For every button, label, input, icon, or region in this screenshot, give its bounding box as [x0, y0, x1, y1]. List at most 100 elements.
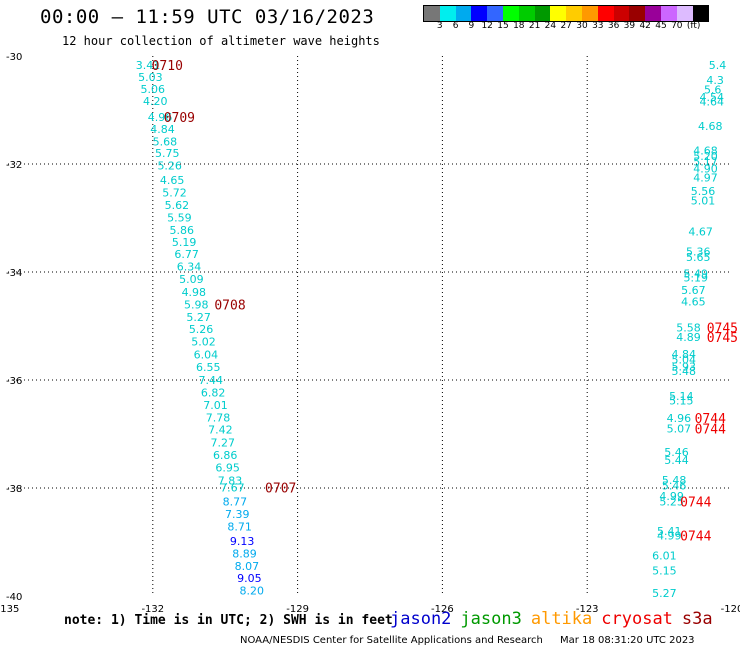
time-annotation: 0744 — [680, 496, 711, 511]
legend-swatch-12 — [613, 6, 630, 21]
time-annotation: 0710 — [152, 59, 183, 74]
wave-height-point: 9.13 — [230, 535, 255, 548]
legend-tick-label: 36 — [607, 21, 620, 31]
mission-label-jason2: jason2 — [390, 609, 452, 629]
footer-note: note: 1) Time is in UTC; 2) SWH is in fe… — [64, 613, 393, 628]
wave-height-point: 5.20 — [693, 150, 718, 163]
wave-height-point: 5.06 — [141, 83, 166, 96]
legend-swatch-16 — [676, 6, 693, 21]
wave-height-point: 4.84 — [671, 348, 696, 361]
legend-tick-label: 33 — [592, 21, 604, 31]
wave-height-point: 7.39 — [225, 508, 250, 521]
legend-tick-label: 70 — [671, 21, 683, 31]
legend-swatch-13 — [629, 6, 646, 21]
legend-tick-label: 3 — [436, 21, 443, 31]
wave-height-point: 6.55 — [196, 361, 221, 374]
wave-height-point: 4.84 — [150, 123, 175, 136]
time-annotation: 0744 — [680, 530, 711, 545]
wave-height-point: 5.03 — [138, 71, 163, 84]
legend-tick-label: 27 — [560, 21, 572, 31]
legend-tick-label: 24 — [544, 21, 557, 31]
wave-height-point: 5.65 — [686, 251, 711, 264]
wave-height-point: 4.97 — [693, 172, 718, 185]
chart-subtitle: 12 hour collection of altimeter wave hei… — [62, 34, 380, 48]
legend-tick-label: 21 — [528, 21, 541, 31]
legend-tick-label: 9 — [468, 21, 475, 31]
mission-legend: jason2 jason3 altika cryosat s3a — [390, 609, 722, 629]
wave-height-point: 5.49 — [684, 268, 709, 281]
wave-height-point: 5.17 — [693, 155, 718, 168]
legend-tick-label: 12 — [481, 21, 493, 31]
wave-height-point: 5.27 — [186, 311, 211, 324]
y-tick-label: -30 — [6, 52, 22, 63]
wave-height-point: 7.83 — [218, 474, 243, 487]
time-annotation: 0744 — [695, 412, 726, 427]
legend-swatch-15 — [660, 6, 677, 21]
y-tick-label: -40 — [6, 592, 22, 603]
wave-height-point: 5.04 — [671, 353, 696, 366]
time-annotation: 0708 — [214, 298, 245, 313]
wave-height-point: 7.44 — [198, 374, 223, 387]
legend-tick-label: 30 — [576, 21, 588, 31]
x-tick-label: -135 — [0, 604, 19, 615]
legend-swatch-5 — [502, 6, 519, 21]
wave-height-point: 5.44 — [664, 454, 689, 467]
legend-swatch-7 — [534, 6, 551, 21]
wave-height-point: 5.15 — [669, 395, 694, 408]
mission-label-cryosat: cryosat — [601, 609, 673, 629]
wave-height-point: 4.98 — [182, 286, 207, 299]
wave-height-point: 8.07 — [235, 560, 260, 573]
wave-height-point: 7.27 — [211, 437, 236, 450]
wave-height-point: 5.59 — [167, 211, 192, 224]
wave-height-point: 5.56 — [691, 185, 716, 198]
wave-height-point: 5.41 — [657, 525, 682, 538]
wave-height-point: 5.62 — [165, 199, 190, 212]
wave-height-point: 4.89 — [676, 331, 701, 344]
wave-height-point: 6.95 — [215, 461, 240, 474]
wave-height-point: 4.68 — [693, 145, 718, 158]
legend-swatch-17 — [692, 6, 709, 21]
wave-height-point: 6.34 — [177, 261, 202, 274]
wave-height-point: 7.78 — [206, 411, 231, 424]
wave-height-point: 4.99 — [659, 490, 684, 503]
wave-height-point: 6.77 — [174, 248, 199, 261]
legend-swatch-14 — [645, 6, 661, 21]
wave-height-point: 5.19 — [684, 271, 709, 284]
wave-height-point: 6.01 — [652, 550, 677, 563]
wave-height-point: 5.68 — [153, 135, 178, 148]
wave-height-point: 6.82 — [201, 386, 226, 399]
legend-swatch-1 — [439, 6, 456, 21]
legend-swatch-6 — [518, 6, 535, 21]
x-tick-label: -126 — [431, 604, 454, 615]
y-tick-label: -34 — [6, 268, 22, 279]
color-scale-legend — [423, 5, 710, 22]
x-tick-label: -123 — [576, 604, 599, 615]
wave-height-point: 8.20 — [239, 585, 264, 598]
wave-height-point: 5.36 — [686, 245, 711, 258]
legend-swatch-2 — [455, 6, 472, 21]
wave-height-point: 5.58 — [676, 322, 701, 335]
y-tick-label: -36 — [6, 376, 22, 387]
time-annotation: 0709 — [164, 111, 195, 126]
wave-height-point: 8.71 — [227, 520, 252, 533]
wave-height-point: 5.86 — [170, 224, 195, 237]
legend-swatch-11 — [597, 6, 614, 21]
wave-height-point: 8.77 — [223, 496, 248, 509]
wave-height-point: 5.46 — [662, 479, 687, 492]
wave-height-point: 4.99 — [657, 530, 682, 543]
wave-height-point: 5.93 — [671, 361, 696, 374]
y-tick-label: -32 — [6, 160, 22, 171]
legend-swatch-0 — [424, 6, 440, 21]
x-tick-label: -120 — [721, 604, 740, 615]
time-annotation: 0707 — [265, 481, 296, 496]
wave-height-point: 6.86 — [213, 449, 238, 462]
legend-tick-label: 45 — [655, 21, 667, 31]
wave-height-point: 5.19 — [172, 236, 197, 249]
mission-label-jason3: jason3 — [460, 609, 522, 629]
legend-tick-label: 18 — [513, 21, 525, 31]
time-annotation: 0745 — [707, 331, 738, 346]
wave-height-point: 5.67 — [681, 284, 706, 297]
legend-swatch-8 — [550, 6, 567, 21]
time-annotation: 0745 — [707, 322, 738, 337]
